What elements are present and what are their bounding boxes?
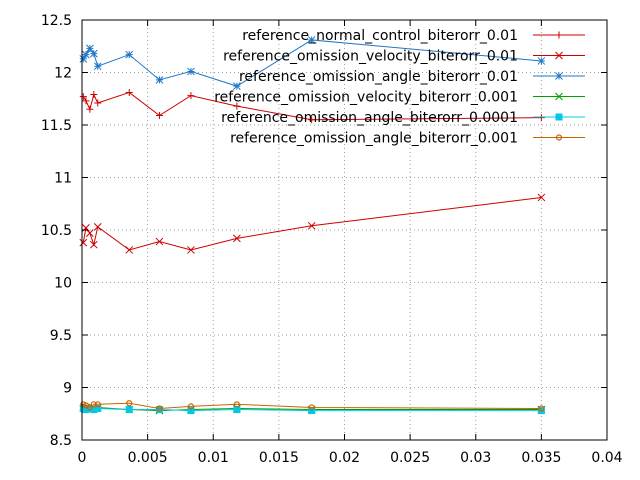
data-point-square: [555, 113, 563, 121]
data-point-square: [125, 406, 133, 414]
data-point-star: [233, 82, 241, 91]
x-tick-label: 0.04: [591, 450, 622, 466]
x-tick-label: 0.01: [198, 450, 229, 466]
data-point-cross: [307, 221, 316, 230]
data-point-circle: [90, 401, 97, 408]
data-point-star: [187, 67, 195, 76]
y-tick-label: 9.5: [50, 328, 72, 344]
data-point-plus: [537, 114, 545, 122]
data-point-circle: [156, 405, 163, 412]
data-point-circle: [187, 403, 195, 410]
y-tick-label: 8.5: [50, 433, 72, 449]
data-point-cross: [125, 246, 134, 254]
data-point-plus: [94, 99, 102, 107]
data-point-plus: [187, 92, 195, 100]
series-3: [79, 36, 546, 91]
data-point-plus: [90, 91, 98, 99]
data-point-plus: [79, 93, 87, 101]
data-point-cross: [555, 51, 563, 60]
data-point-plus: [233, 102, 241, 110]
data-point-square: [187, 407, 195, 415]
y-tick-label: 11: [54, 171, 72, 187]
data-point-plus: [86, 105, 94, 113]
data-point-star: [86, 44, 94, 53]
data-point-star: [125, 50, 134, 59]
series-6: [80, 400, 545, 412]
x-tick-label: 0.03: [460, 450, 491, 466]
data-point-cross: [89, 240, 98, 249]
data-series: [79, 36, 546, 415]
y-tick-label: 11.5: [41, 118, 72, 134]
y-tick-label: 12: [54, 66, 72, 82]
legend-label: reference_omission_velocity_biterorr_0.0…: [223, 49, 518, 65]
data-point-cross: [86, 229, 94, 238]
data-point-cross: [537, 193, 546, 202]
data-point-circle: [233, 401, 240, 408]
legend-entry: reference_omission_velocity_biterorr_0.0…: [223, 49, 585, 65]
data-point-plus: [82, 97, 90, 105]
legend-label: reference_omission_angle_biterorr_0.0001: [221, 110, 518, 126]
y-tick-label: 10.5: [41, 223, 72, 239]
legend-entry: reference_normal_control_biterorr_0.01: [242, 28, 585, 44]
data-point-star: [89, 49, 98, 58]
data-point-circle: [308, 404, 315, 411]
data-point-star: [82, 50, 90, 59]
data-point-cross: [155, 237, 164, 246]
data-point-plus: [125, 88, 133, 96]
data-point-cross: [187, 246, 195, 254]
y-tick-label: 12.5: [41, 13, 72, 29]
x-tick-label: 0.015: [259, 450, 299, 466]
legend-label: reference_omission_angle_biterorr_0.01: [239, 69, 518, 85]
data-point-plus: [555, 31, 563, 39]
x-tick-label: 0.005: [128, 450, 168, 466]
data-point-square: [94, 405, 102, 412]
legend-entry: reference_omission_angle_biterorr_0.0001: [221, 110, 585, 126]
y-tick-label: 10: [54, 276, 72, 292]
data-point-circle: [538, 405, 545, 412]
x-tick-label: 0: [78, 450, 87, 466]
data-point-star: [79, 54, 88, 63]
y-tick-label: 9: [63, 381, 72, 397]
legend-label: reference_normal_control_biterorr_0.01: [242, 28, 518, 44]
data-point-circle: [555, 134, 563, 141]
series-2: [79, 193, 546, 254]
data-point-circle: [94, 401, 101, 408]
legend-entry: reference_omission_angle_biterorr_0.01: [239, 69, 585, 85]
legend-entry: reference_omission_velocity_biterorr_0.0…: [214, 90, 585, 106]
legend-entry: reference_omission_angle_biterorr_0.001: [230, 131, 585, 147]
data-point-plus: [155, 112, 163, 120]
data-point-cross: [93, 222, 102, 231]
axis-ticks: 0 0.005 0.01 0.015 0.02 0.025 0.03 0.035 0.04 8.5…: [41, 13, 623, 466]
legend: reference_normal_control_biterorr_0.01re…: [214, 28, 585, 147]
x-tick-label: 0.035: [521, 450, 561, 466]
data-point-circle: [86, 404, 93, 411]
data-point-star: [155, 75, 164, 84]
data-point-star: [537, 57, 546, 65]
data-point-plus: [308, 116, 316, 124]
legend-label: reference_omission_angle_biterorr_0.001: [230, 131, 518, 147]
data-point-cross: [555, 92, 563, 101]
data-point-square: [233, 406, 241, 414]
series-1: [79, 88, 545, 124]
data-point-star: [307, 36, 316, 44]
data-point-cross: [79, 238, 88, 247]
x-tick-label: 0.025: [390, 450, 430, 466]
data-point-cross: [233, 234, 241, 243]
data-point-circle: [126, 400, 133, 407]
data-point-star: [555, 72, 563, 80]
x-tick-label: 0.02: [329, 450, 360, 466]
data-point-star: [93, 62, 102, 71]
legend-label: reference_omission_velocity_biterorr_0.0…: [214, 90, 518, 106]
